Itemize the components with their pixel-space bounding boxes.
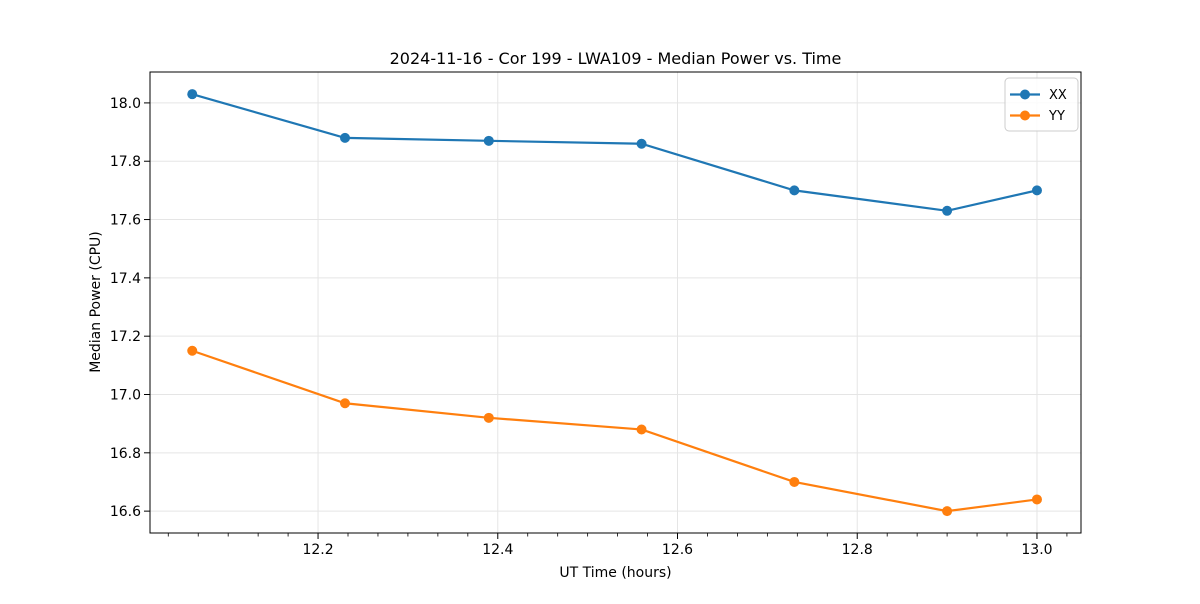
legend: XX YY [1004, 77, 1079, 132]
data-point-yy [789, 476, 800, 487]
data-point-yy [942, 506, 953, 517]
data-point-xx [636, 138, 647, 149]
legend-marker-xx [1020, 89, 1030, 100]
plot-border [149, 71, 1082, 534]
y-tick-label: 18.0 [110, 96, 141, 112]
y-tick-label: 17.6 [110, 213, 141, 229]
data-point-xx [187, 89, 198, 100]
legend-label-yy: YY [1048, 109, 1065, 124]
data-point-yy [636, 424, 647, 435]
y-tick-label: 17.8 [110, 154, 141, 170]
y-tick-label: 17.2 [110, 329, 141, 345]
series-line-xx [191, 93, 1038, 212]
y-tick-label: 16.8 [110, 446, 141, 462]
y-tick-label: 16.6 [110, 504, 141, 520]
data-point-xx [340, 132, 351, 143]
y-tick-label: 17.0 [110, 387, 141, 403]
data-point-yy [483, 412, 494, 423]
legend-box [1004, 77, 1079, 132]
data-point-xx [483, 135, 494, 146]
y-axis-label: Median Power (CPU) [88, 231, 104, 373]
x-tick-label: 13.0 [1021, 542, 1052, 558]
data-point-yy [187, 345, 198, 356]
x-tick-label: 12.4 [482, 542, 513, 558]
x-tick-label: 12.8 [842, 542, 873, 558]
data-point-yy [1031, 494, 1042, 505]
legend-label-xx: XX [1049, 88, 1067, 103]
data-point-xx [942, 205, 953, 216]
y-tick-label: 17.4 [110, 271, 141, 287]
data-point-xx [789, 185, 800, 196]
legend-marker-yy [1020, 110, 1030, 121]
series-line-yy [191, 349, 1038, 513]
x-tick-label: 12.6 [662, 542, 693, 558]
x-axis-label: UT Time (hours) [559, 565, 671, 581]
tick-layer: 12.2 12.4 12.6 12.8 13.0 16.6 16.8 17.0 17.2 17.4… [110, 96, 1068, 558]
x-tick-label: 12.2 [302, 542, 333, 558]
chart-title: 2024-11-16 - Cor 199 - LWA109 - Median P… [390, 49, 842, 68]
data-point-yy [340, 398, 351, 409]
grid-layer [150, 72, 1081, 533]
data-point-xx [1031, 185, 1042, 196]
series-layer [187, 89, 1042, 517]
